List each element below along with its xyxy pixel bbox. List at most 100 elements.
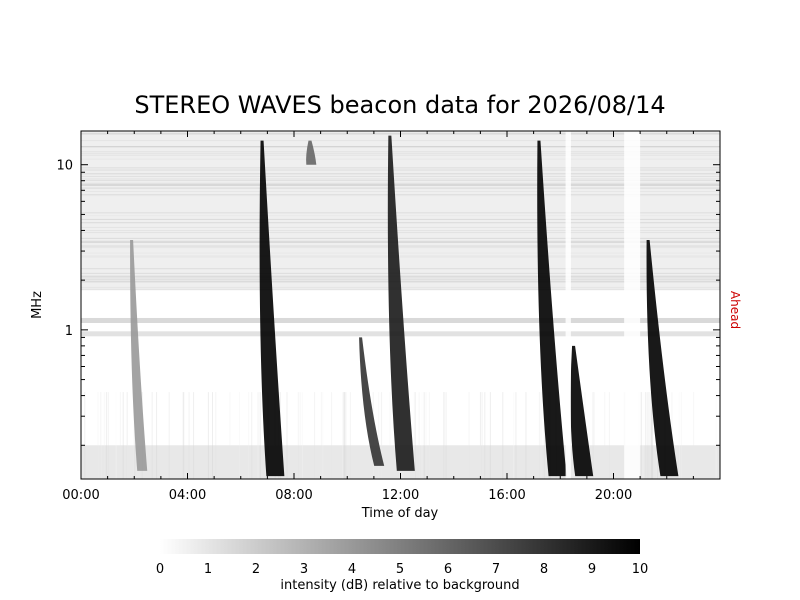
noise-column xyxy=(423,392,425,479)
noise-row xyxy=(81,218,720,220)
noise-column xyxy=(502,392,504,479)
noise-column xyxy=(133,392,135,479)
noise-column xyxy=(349,392,351,479)
noise-row xyxy=(81,173,720,175)
noise-row xyxy=(81,179,720,181)
noise-row xyxy=(81,152,720,154)
colorbar-tick-label: 6 xyxy=(444,562,452,577)
noise-column xyxy=(156,392,158,479)
noise-column xyxy=(239,392,241,479)
noise-column xyxy=(211,392,213,479)
colorbar-tick-label: 2 xyxy=(252,562,260,577)
noise-column xyxy=(650,392,652,479)
noise-row xyxy=(81,140,720,142)
noise-column xyxy=(443,392,445,479)
y-tick-label: 1 xyxy=(65,324,73,339)
colorbar-tick-label: 10 xyxy=(632,562,649,577)
burst-2 xyxy=(259,140,285,477)
noise-column xyxy=(97,392,99,479)
noise-row xyxy=(81,154,720,156)
data-gap xyxy=(624,131,641,479)
noise-row xyxy=(81,272,720,274)
y-axis-label: MHz xyxy=(30,291,45,319)
noise-row xyxy=(81,167,720,169)
noise-column xyxy=(119,392,121,479)
noise-column xyxy=(105,392,107,479)
noise-column xyxy=(314,392,316,479)
noise-column xyxy=(421,392,423,479)
noise-row xyxy=(81,247,720,249)
noise-row xyxy=(81,183,720,185)
colorbar-tick-label: 9 xyxy=(588,562,596,577)
noise-column xyxy=(604,392,606,479)
colorbar-ticks: 0 1 2 3 4 5 6 7 8 9 10 xyxy=(156,562,648,577)
noise-column xyxy=(193,392,195,479)
noise-column xyxy=(480,392,482,479)
noise-column xyxy=(642,392,644,479)
noise-column xyxy=(100,392,102,479)
noise-column xyxy=(525,392,527,479)
noise-row xyxy=(81,237,720,239)
colorbar-tick-label: 7 xyxy=(492,562,500,577)
noise-column xyxy=(468,392,470,479)
noise-column xyxy=(343,392,345,479)
noise-column xyxy=(481,392,483,479)
noise-row xyxy=(81,241,720,243)
noise-column xyxy=(127,392,129,479)
x-tick-label: 00:00 xyxy=(62,488,99,503)
noise-row xyxy=(81,226,720,228)
plot-area xyxy=(81,131,720,479)
noise-row xyxy=(81,240,720,242)
burst-layer xyxy=(130,135,679,477)
noise-column xyxy=(445,392,447,479)
colorbar-tick-label: 8 xyxy=(540,562,548,577)
noise-column xyxy=(443,392,445,479)
noise-column xyxy=(183,392,185,479)
x-axis: 00:00 04:00 08:00 12:00 16:00 20:00 xyxy=(62,131,694,503)
burst-6 xyxy=(537,140,567,477)
noise-column xyxy=(322,392,324,479)
noise-column xyxy=(259,392,261,479)
chart-title: STEREO WAVES beacon data for 2026/08/14 xyxy=(134,91,665,119)
burst-7 xyxy=(570,345,594,477)
noise-row xyxy=(81,230,720,232)
noise-row xyxy=(81,169,720,171)
noise-column xyxy=(592,392,594,479)
noise-column xyxy=(480,392,482,479)
noise-column xyxy=(320,392,322,479)
x-tick-label: 20:00 xyxy=(595,488,632,503)
y-tick-label: 10 xyxy=(56,159,73,174)
noise-column xyxy=(678,392,680,479)
noise-row xyxy=(81,232,720,234)
noise-row xyxy=(81,151,720,153)
noise-column xyxy=(151,392,153,479)
noise-row xyxy=(81,158,720,160)
burst-1 xyxy=(130,240,148,471)
colorbar-tick-label: 5 xyxy=(396,562,404,577)
noise-row xyxy=(81,194,720,196)
noise-column xyxy=(647,392,649,479)
noise-column xyxy=(258,392,260,479)
noise-row xyxy=(81,191,720,193)
noise-row xyxy=(81,182,720,184)
data-gap-layer xyxy=(565,131,641,479)
noise-column xyxy=(100,392,102,479)
noise-column xyxy=(593,392,595,479)
noise-column xyxy=(515,392,517,479)
noise-column xyxy=(378,392,380,479)
noise-column xyxy=(257,392,259,479)
noise-column xyxy=(107,392,109,479)
noise-column xyxy=(381,392,383,479)
colorbar-tick-label: 4 xyxy=(348,562,356,577)
noise-column xyxy=(543,392,545,479)
noise-row xyxy=(81,212,720,214)
noise-column xyxy=(479,392,481,479)
burst-4 xyxy=(359,337,385,466)
noise-column xyxy=(331,392,333,479)
noise-column xyxy=(608,392,610,479)
noise-column xyxy=(345,392,347,479)
noise-row xyxy=(81,146,720,148)
noise-column xyxy=(418,392,420,479)
burst-5 xyxy=(387,135,415,471)
